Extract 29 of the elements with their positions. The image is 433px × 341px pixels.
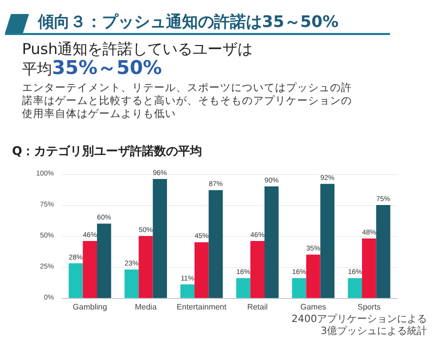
bar xyxy=(180,284,195,298)
chart-title: 傾向３：プッシュ通知の許諾は35～50% xyxy=(38,12,339,33)
bar xyxy=(348,278,362,298)
x-tick-label: Gambling xyxy=(72,302,108,312)
bar xyxy=(82,240,97,298)
bar xyxy=(152,178,167,298)
bar xyxy=(124,269,139,298)
bar xyxy=(376,205,390,298)
x-tick-label: Entertainment xyxy=(176,302,228,312)
x-tick-label: Sports xyxy=(358,302,381,312)
bar xyxy=(194,242,209,298)
bar xyxy=(250,240,264,298)
bar xyxy=(292,278,306,298)
text: 2400アプリケーションによる3億プッシュによる統計 xyxy=(290,314,427,338)
chart-subtitle: Push通知を許諾しているユーザは平均35%～50% xyxy=(22,40,254,79)
text: エンターテイメント、リテール、スポーツについてはプッシュの許諾率はゲームと比較すると高いが、そもそものアプリケーションの使用率自体はゲームよりも低い xyxy=(22,82,352,121)
x-tick-label: Retail xyxy=(247,302,268,312)
bar xyxy=(264,186,279,298)
text: Q：カテゴリ別ユーザ許諾数の平均 xyxy=(12,143,202,160)
bar xyxy=(96,224,112,298)
bar xyxy=(208,190,223,298)
bar xyxy=(362,238,376,298)
x-tick-label: Games xyxy=(300,302,326,312)
bar xyxy=(68,263,83,298)
bar xyxy=(138,236,153,298)
x-tick-label: Media xyxy=(134,302,158,312)
bar xyxy=(236,278,250,298)
bar xyxy=(320,184,334,298)
bar xyxy=(306,254,320,298)
